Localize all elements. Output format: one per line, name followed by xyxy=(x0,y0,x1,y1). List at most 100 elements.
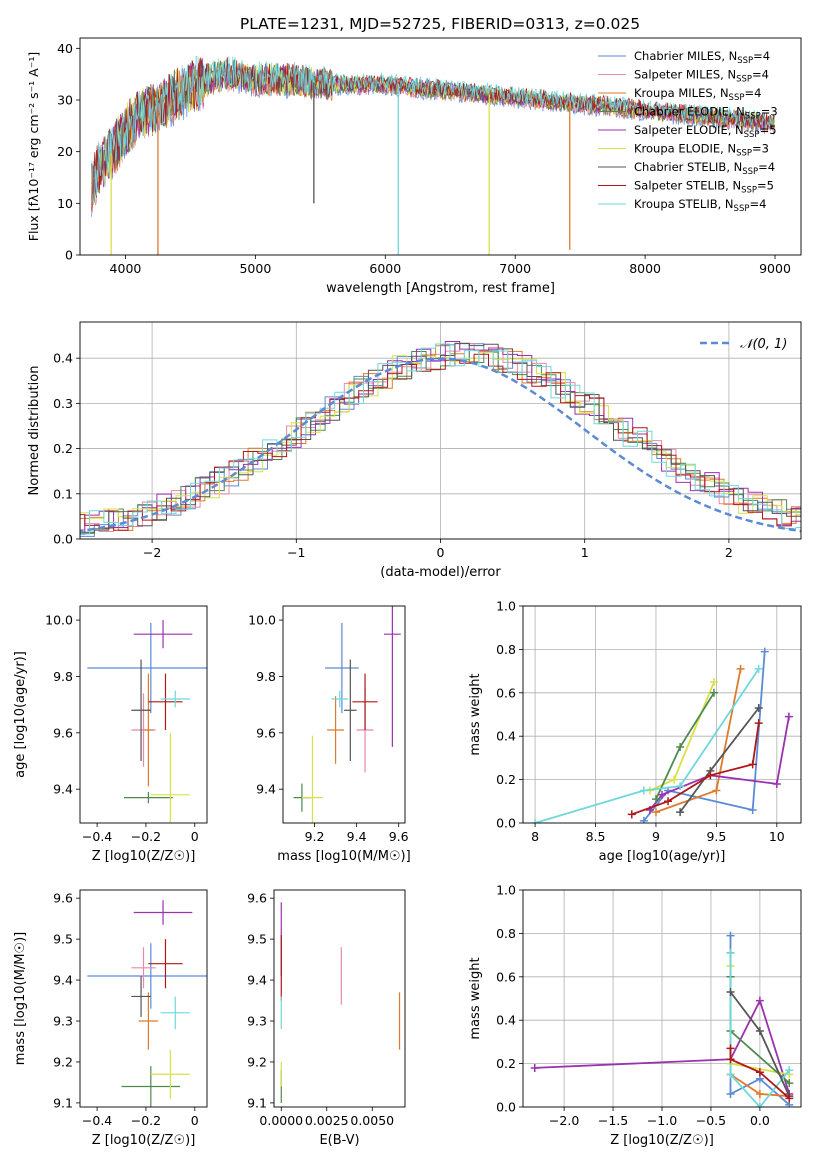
weight-marker xyxy=(736,664,745,673)
weight-marker xyxy=(784,712,793,721)
y-tick-label: 9.2 xyxy=(53,1054,73,1069)
weight-marker xyxy=(676,808,685,817)
plot-area xyxy=(87,620,207,823)
weight-marker xyxy=(712,786,721,795)
residual-histogram xyxy=(80,343,801,535)
axes-frame xyxy=(79,605,208,824)
legend-value: =4 xyxy=(752,68,769,82)
weight-marker xyxy=(726,1089,735,1098)
y-tick-label: 9.3 xyxy=(247,1014,267,1029)
weight-marker xyxy=(755,1089,764,1098)
x-tick-label: 9.2 xyxy=(305,829,325,844)
y-axis-label: Flux [fλ10⁻¹⁷ erg cm⁻² s⁻¹ A⁻¹] xyxy=(26,52,41,241)
legend-entry: Chabrier STELIB, NSSP=4 xyxy=(634,160,775,177)
legend-subscript: SSP xyxy=(737,56,753,66)
y-tick-label: 9.1 xyxy=(53,1095,73,1110)
weight-marker xyxy=(772,779,781,788)
weight-marker xyxy=(785,1066,794,1075)
weight-marker xyxy=(676,782,685,791)
y-tick-label: 9.5 xyxy=(247,932,267,947)
y-tick-label: 0.6 xyxy=(496,969,516,984)
x-tick-label: 2 xyxy=(725,545,733,560)
legend-entry: Kroupa STELIB, NSSP=4 xyxy=(634,197,766,214)
x-axis-label: Z [log10(Z/Z☉)] xyxy=(610,1133,714,1148)
axes-mass_vs_Z: −0.4 −0.2 0 9.1 9.2 9.3 9.4 9.5 9.6 Z [log10(Z/Z☉… xyxy=(13,889,208,1148)
weight-marker xyxy=(709,688,718,697)
x-tick-label: −0.2 xyxy=(131,1113,161,1128)
y-tick-label: 0.8 xyxy=(496,642,516,657)
y-tick-label: 0.8 xyxy=(496,926,516,941)
y-tick-label: 9.4 xyxy=(53,973,73,988)
legend-value: =3 xyxy=(761,105,778,119)
y-tick-label: 9.1 xyxy=(247,1095,267,1110)
x-tick-label: −0.4 xyxy=(82,829,112,844)
x-tick-label: 9.5 xyxy=(706,829,726,844)
axes-frame xyxy=(522,889,802,1108)
legend-subscript: SSP xyxy=(736,149,752,159)
axes-age_vs_Z: −0.4 −0.2 0 9.4 9.6 9.8 10.0 Z [log10(Z/Z☉)] age… xyxy=(13,605,208,864)
figure-title: PLATE=1231, MJD=52725, FIBERID=0313, z=0… xyxy=(240,15,640,33)
weight-marker xyxy=(627,810,636,819)
axes-frame xyxy=(79,889,208,1108)
y-tick-label: 0.4 xyxy=(496,729,516,744)
legend-value: =5 xyxy=(757,179,774,193)
weight-marker xyxy=(531,819,540,823)
y-tick-label: 0.4 xyxy=(496,1013,516,1028)
legend-entry: Salpeter MILES, NSSP=4 xyxy=(634,68,769,85)
x-axis-label: Z [log10(Z/Z☉)] xyxy=(92,849,196,864)
spectrum-line xyxy=(91,63,775,213)
legend-subscript: SSP xyxy=(741,186,757,196)
y-tick-label: 0.0 xyxy=(496,816,516,831)
x-tick-label: −2.0 xyxy=(549,1113,579,1128)
weight-marker xyxy=(785,1079,794,1088)
y-tick-label: 9.3 xyxy=(53,1014,73,1029)
x-tick-label: 0 xyxy=(191,1113,199,1128)
axes-frame xyxy=(522,605,802,824)
weight-marker xyxy=(651,808,660,817)
legend-value: =3 xyxy=(752,142,769,156)
y-tick-label: 0.6 xyxy=(496,685,516,700)
y-tick-label: 9.6 xyxy=(53,725,73,740)
axes-frame xyxy=(273,889,406,1108)
legend-entry: Chabrier MILES, NSSP=4 xyxy=(634,49,770,66)
legend-entry: Chabrier ELODIE, NSSP=3 xyxy=(634,105,778,122)
weight-marker xyxy=(726,1055,735,1064)
weight-marker xyxy=(726,1070,735,1079)
plot-area xyxy=(530,931,794,1107)
plot-area xyxy=(87,900,207,1107)
weight-marker xyxy=(664,797,673,806)
legend-value: =4 xyxy=(744,86,761,100)
y-axis-label: Normed distribution xyxy=(27,366,42,496)
axes-mass_vs_ebv: 0.0000 0.0025 0.0050 9.1 9.2 9.3 9.4 9.5 9.6 E(B-… xyxy=(247,889,406,1148)
legend-subscript: SSP xyxy=(734,204,750,214)
y-axis-label: mass weight xyxy=(468,673,483,755)
y-axis-label: age [log10(age/yr)] xyxy=(13,651,28,778)
legend: 𝒩(0, 1) xyxy=(700,337,787,352)
x-axis-label: age [log10(age/yr)] xyxy=(599,849,726,864)
plot-area xyxy=(280,902,401,1103)
legend-value: =4 xyxy=(758,160,775,174)
legend-subscript: SSP xyxy=(736,75,752,85)
x-tick-label: −1 xyxy=(287,545,305,560)
x-tick-label: −1.0 xyxy=(647,1113,677,1128)
x-tick-label: −0.4 xyxy=(82,1113,112,1128)
weight-marker xyxy=(754,664,763,673)
x-tick-label: 4000 xyxy=(110,261,142,276)
y-tick-label: 0.4 xyxy=(53,351,73,366)
legend-entry: Salpeter STELIB, NSSP=5 xyxy=(634,179,774,196)
y-tick-label: 9.4 xyxy=(247,973,267,988)
axes-frame xyxy=(282,605,406,824)
weight-marker xyxy=(726,987,735,996)
weight-marker xyxy=(676,743,685,752)
x-tick-label: 5000 xyxy=(239,261,271,276)
x-tick-label: 8000 xyxy=(629,261,661,276)
x-tick-label: −1.5 xyxy=(598,1113,628,1128)
x-tick-label: 10 xyxy=(769,829,785,844)
y-tick-label: 40 xyxy=(57,41,73,56)
y-tick-label: 30 xyxy=(57,93,73,108)
legend-entry: Salpeter ELODIE, NSSP=5 xyxy=(634,123,777,140)
weight-marker xyxy=(530,1063,539,1072)
x-tick-label: 0 xyxy=(437,545,445,560)
y-tick-label: 0.2 xyxy=(53,441,73,456)
axes-spectrum: 4000 5000 6000 7000 8000 9000 0 10 20 30 40 wavelen… xyxy=(26,37,802,296)
